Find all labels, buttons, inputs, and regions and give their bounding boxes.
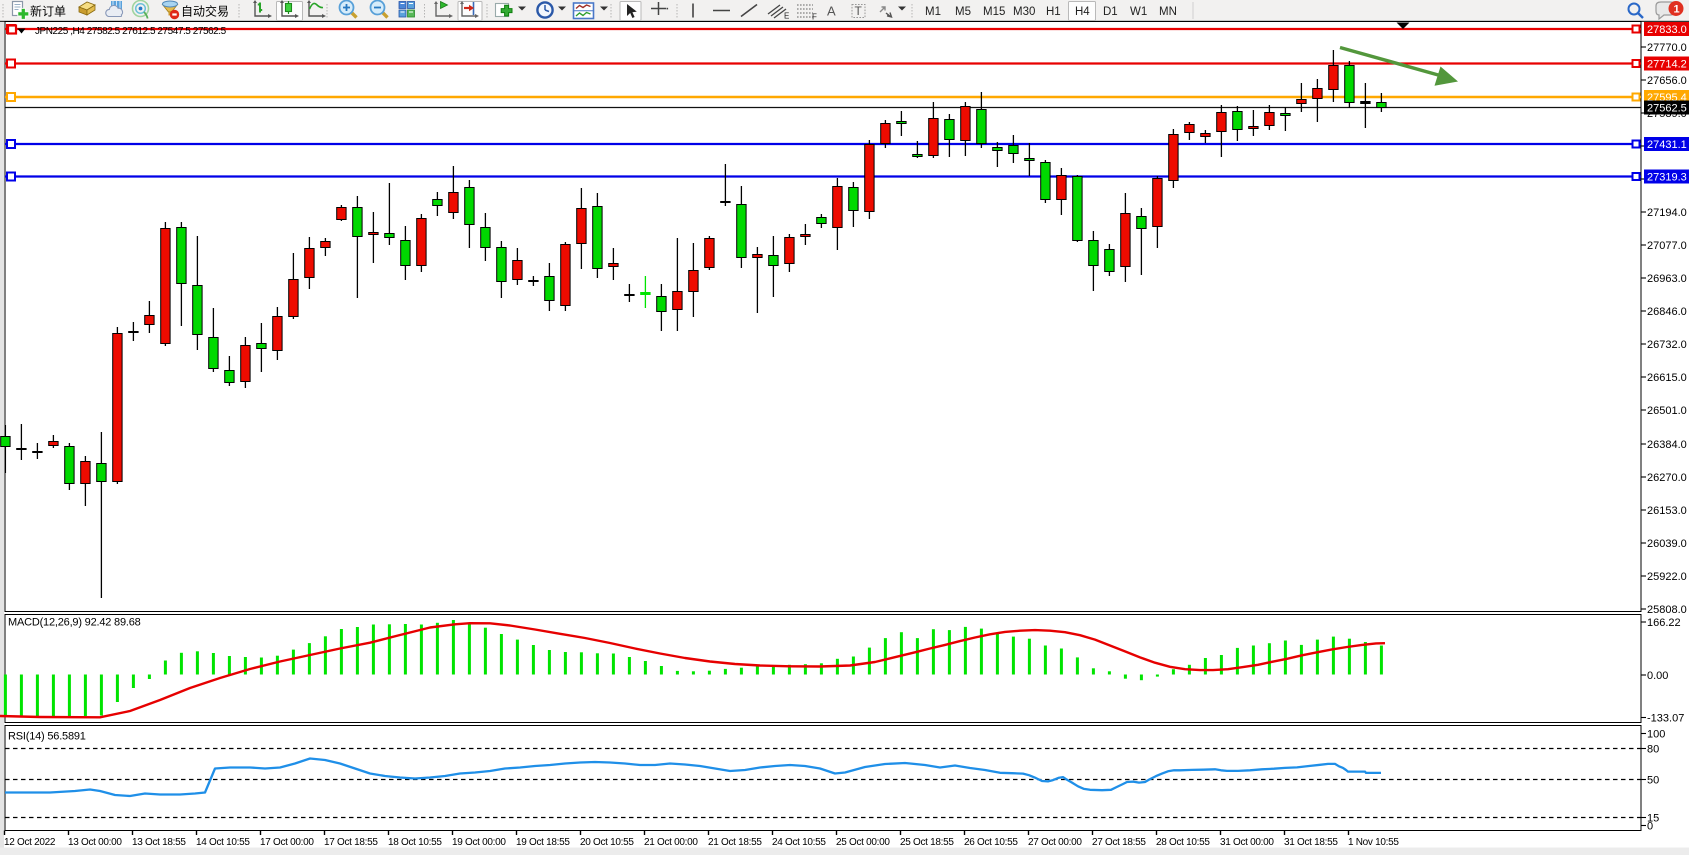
svg-text:M1: M1	[925, 6, 941, 18]
svg-text:1: 1	[1674, 4, 1680, 16]
svg-text:-133.07: -133.07	[1647, 713, 1684, 725]
svg-text:A: A	[827, 4, 836, 19]
svg-text:21 Oct 00:00: 21 Oct 00:00	[644, 837, 698, 848]
svg-text:F: F	[812, 13, 817, 22]
svg-text:MACD(12,26,9) 92.42 89.68: MACD(12,26,9) 92.42 89.68	[8, 617, 141, 629]
svg-text:13 Oct 18:55: 13 Oct 18:55	[132, 837, 186, 848]
svg-text:T: T	[855, 4, 863, 18]
svg-text:M30: M30	[1013, 6, 1035, 18]
svg-text:27077.0: 27077.0	[1647, 240, 1687, 252]
svg-text:25922.0: 25922.0	[1647, 571, 1687, 583]
svg-text:27 Oct 00:00: 27 Oct 00:00	[1028, 837, 1082, 848]
svg-text:26 Oct 10:55: 26 Oct 10:55	[964, 837, 1018, 848]
svg-text:0: 0	[1647, 821, 1653, 833]
svg-text:26384.0: 26384.0	[1647, 439, 1687, 451]
svg-text:26846.0: 26846.0	[1647, 306, 1687, 318]
svg-text:26732.0: 26732.0	[1647, 339, 1687, 351]
svg-text:H4: H4	[1075, 6, 1090, 18]
svg-text:新订单: 新订单	[30, 4, 66, 19]
svg-text:W1: W1	[1130, 6, 1147, 18]
svg-text:50: 50	[1647, 775, 1659, 787]
svg-text:27431.1: 27431.1	[1647, 139, 1687, 151]
svg-text:100: 100	[1647, 729, 1665, 741]
svg-text:18 Oct 10:55: 18 Oct 10:55	[388, 837, 442, 848]
svg-text:1 Nov 10:55: 1 Nov 10:55	[1348, 837, 1399, 848]
svg-text:RSI(14) 56.5891: RSI(14) 56.5891	[8, 731, 86, 743]
svg-text:E: E	[784, 12, 789, 21]
svg-text:12 Oct 2022: 12 Oct 2022	[4, 837, 56, 848]
svg-text:27714.2: 27714.2	[1647, 59, 1687, 71]
svg-text:26039.0: 26039.0	[1647, 538, 1687, 550]
svg-text:27 Oct 18:55: 27 Oct 18:55	[1092, 837, 1146, 848]
svg-text:JPN225 ,H4 27582.5 27612.5 27: JPN225 ,H4 27582.5 27612.5 27547.5 27562…	[35, 26, 227, 37]
svg-text:19 Oct 00:00: 19 Oct 00:00	[452, 837, 506, 848]
svg-text:26153.0: 26153.0	[1647, 505, 1687, 517]
svg-text:26270.0: 26270.0	[1647, 472, 1687, 484]
svg-text:M15: M15	[983, 6, 1005, 18]
svg-text:24 Oct 10:55: 24 Oct 10:55	[772, 837, 826, 848]
svg-text:27770.0: 27770.0	[1647, 42, 1687, 54]
svg-text:H1: H1	[1046, 6, 1061, 18]
svg-text:28 Oct 10:55: 28 Oct 10:55	[1156, 837, 1210, 848]
svg-text:15: 15	[1647, 813, 1659, 825]
svg-text:27194.0: 27194.0	[1647, 207, 1687, 219]
svg-text:17 Oct 00:00: 17 Oct 00:00	[260, 837, 314, 848]
svg-text:25 Oct 18:55: 25 Oct 18:55	[900, 837, 954, 848]
svg-text:26501.0: 26501.0	[1647, 405, 1687, 417]
svg-text:19 Oct 18:55: 19 Oct 18:55	[516, 837, 570, 848]
svg-text:166.22: 166.22	[1647, 617, 1681, 629]
svg-text:自动交易: 自动交易	[181, 4, 229, 19]
svg-text:14 Oct 10:55: 14 Oct 10:55	[196, 837, 250, 848]
svg-text:21 Oct 18:55: 21 Oct 18:55	[708, 837, 762, 848]
svg-text:26963.0: 26963.0	[1647, 273, 1687, 285]
svg-text:27833.0: 27833.0	[1647, 24, 1687, 36]
svg-text:M5: M5	[955, 6, 971, 18]
svg-text:D1: D1	[1103, 6, 1118, 18]
svg-text:13 Oct 00:00: 13 Oct 00:00	[68, 837, 122, 848]
svg-text:31 Oct 00:00: 31 Oct 00:00	[1220, 837, 1274, 848]
svg-text:27562.5: 27562.5	[1647, 103, 1687, 115]
svg-text:20 Oct 10:55: 20 Oct 10:55	[580, 837, 634, 848]
svg-text:25808.0: 25808.0	[1647, 604, 1687, 616]
svg-text:80: 80	[1647, 744, 1659, 756]
svg-text:31 Oct 18:55: 31 Oct 18:55	[1284, 837, 1338, 848]
svg-text:0.00: 0.00	[1647, 670, 1668, 682]
svg-text:26615.0: 26615.0	[1647, 372, 1687, 384]
svg-text:17 Oct 18:55: 17 Oct 18:55	[324, 837, 378, 848]
svg-text:MN: MN	[1159, 6, 1177, 18]
svg-text:27656.0: 27656.0	[1647, 75, 1687, 87]
svg-text:27319.3: 27319.3	[1647, 172, 1687, 184]
svg-text:25 Oct 00:00: 25 Oct 00:00	[836, 837, 890, 848]
